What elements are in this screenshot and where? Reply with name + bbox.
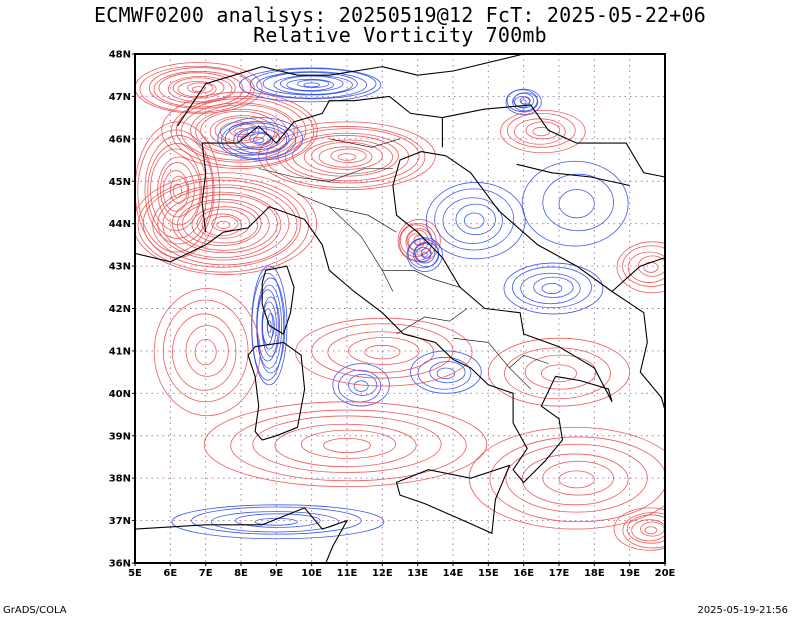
lat-tick-label: 43N: [109, 262, 131, 273]
title-line-2: Relative Vorticity 700mb: [253, 23, 547, 47]
lon-tick-label: 19E: [619, 568, 640, 579]
lon-tick-label: 16E: [513, 568, 534, 579]
lon-tick-label: 20E: [655, 568, 676, 579]
footer-timestamp: 2025-05-19-21:56: [697, 605, 788, 616]
lon-tick-label: 12E: [372, 568, 393, 579]
plot-area: [135, 54, 665, 563]
lon-tick-label: 11E: [337, 568, 358, 579]
lon-tick-label: 6E: [163, 568, 177, 579]
lat-tick-label: 40N: [109, 389, 131, 400]
lat-tick-label: 45N: [109, 177, 131, 188]
lon-tick-label: 10E: [301, 568, 322, 579]
lon-tick-label: 15E: [478, 568, 499, 579]
lat-tick-label: 48N: [109, 50, 131, 61]
coastlines-and-borders: [135, 54, 665, 563]
lat-tick-label: 44N: [109, 219, 131, 230]
lon-tick-label: 13E: [407, 568, 428, 579]
lon-tick-label: 7E: [199, 568, 213, 579]
axis-ticks: 5E 6E 7E 8E 9E 10E 11E 12E 13E 14E 15E 16E 17E 18E 19E…: [109, 50, 676, 580]
lat-tick-label: 37N: [109, 516, 131, 527]
lon-tick-label: 14E: [443, 568, 464, 579]
lat-lon-grid: [135, 54, 665, 563]
lon-tick-label: 18E: [584, 568, 605, 579]
lon-tick-label: 9E: [269, 568, 283, 579]
lat-tick-label: 39N: [109, 431, 131, 442]
lat-tick-label: 36N: [109, 559, 131, 570]
lon-tick-label: 5E: [128, 568, 142, 579]
lon-tick-label: 8E: [234, 568, 248, 579]
lat-tick-label: 38N: [109, 474, 131, 485]
footer-credit: GrADS/COLA: [3, 605, 67, 616]
lat-tick-label: 46N: [109, 134, 131, 145]
lon-tick-label: 17E: [549, 568, 570, 579]
lat-tick-label: 47N: [109, 92, 131, 103]
lat-tick-label: 41N: [109, 346, 131, 357]
title-line-1: ECMWF0200 analisys: 20250519@12 FcT: 202…: [93, 3, 707, 27]
lat-tick-label: 42N: [109, 304, 131, 315]
